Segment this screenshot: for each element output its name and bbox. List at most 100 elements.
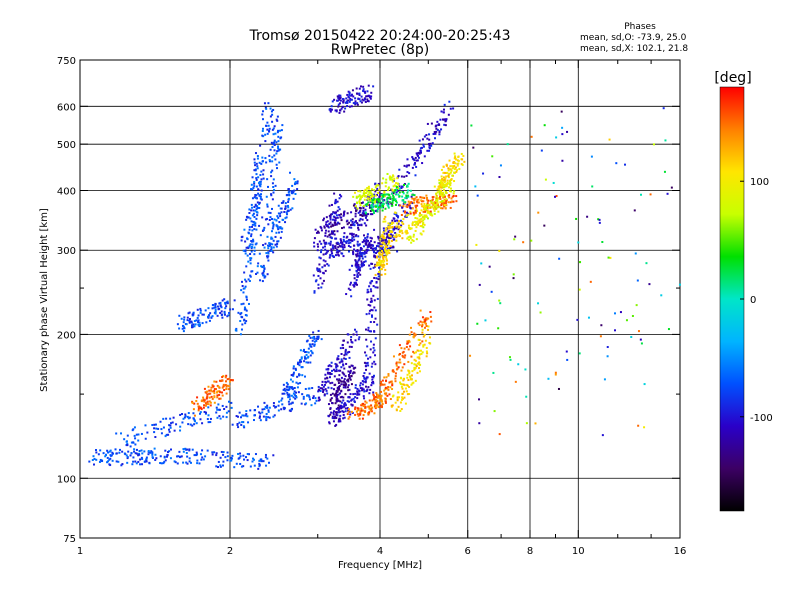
data-point xyxy=(423,343,426,346)
data-point xyxy=(236,424,239,427)
data-point xyxy=(186,462,189,465)
data-point xyxy=(463,160,466,163)
x-tick-label: 4 xyxy=(377,546,383,557)
data-point xyxy=(374,247,377,250)
data-point xyxy=(253,414,256,417)
stats-o-mode: mean, sd,O: -73.9, 25.0 xyxy=(580,33,687,43)
data-point xyxy=(290,394,293,397)
data-point xyxy=(254,453,257,456)
data-point xyxy=(384,239,387,242)
data-point xyxy=(259,279,262,282)
data-point xyxy=(379,380,382,383)
data-point xyxy=(381,256,384,259)
data-point xyxy=(357,338,360,341)
data-point xyxy=(392,221,395,224)
data-point xyxy=(252,240,255,243)
data-point xyxy=(264,140,267,143)
data-point xyxy=(343,210,346,213)
data-point xyxy=(374,354,377,357)
data-point xyxy=(294,367,297,370)
data-point xyxy=(387,249,390,252)
data-point xyxy=(262,266,265,269)
data-point xyxy=(372,351,375,354)
data-point xyxy=(246,237,249,240)
data-point xyxy=(137,433,140,436)
data-point xyxy=(248,212,251,215)
data-point xyxy=(334,221,337,224)
data-point xyxy=(380,260,383,263)
data-point xyxy=(370,91,373,94)
data-point xyxy=(335,370,338,373)
data-point xyxy=(329,242,332,245)
data-point xyxy=(350,211,353,214)
data-point xyxy=(201,313,204,316)
data-point xyxy=(402,202,405,205)
data-point xyxy=(375,184,378,187)
data-point xyxy=(367,405,370,408)
data-point xyxy=(324,248,327,251)
data-point xyxy=(351,220,354,223)
data-point xyxy=(377,235,380,238)
data-point xyxy=(336,230,339,233)
data-point xyxy=(404,354,407,357)
data-point xyxy=(377,250,380,253)
data-point xyxy=(391,382,394,385)
data-point xyxy=(246,415,249,418)
data-point xyxy=(355,249,358,252)
data-point xyxy=(319,277,322,280)
data-point xyxy=(268,406,271,409)
data-point xyxy=(198,323,201,326)
data-point xyxy=(368,330,371,333)
data-point xyxy=(407,236,410,239)
data-point xyxy=(243,287,246,290)
data-point xyxy=(350,295,353,298)
data-point xyxy=(440,189,443,192)
data-point xyxy=(423,333,426,336)
data-point xyxy=(374,204,377,207)
data-point xyxy=(353,281,356,284)
data-point xyxy=(359,100,362,103)
data-point xyxy=(370,365,373,368)
data-point xyxy=(317,336,320,339)
data-point xyxy=(414,223,417,226)
data-point xyxy=(251,457,254,460)
data-point xyxy=(394,380,397,383)
data-point xyxy=(634,252,637,255)
data-point xyxy=(388,237,391,240)
data-point xyxy=(395,236,398,239)
data-point xyxy=(91,459,94,462)
data-point xyxy=(256,167,259,170)
data-point xyxy=(347,333,350,336)
data-point xyxy=(406,342,409,345)
data-point xyxy=(332,255,335,258)
data-point xyxy=(227,388,230,391)
data-point xyxy=(167,451,170,454)
data-point xyxy=(446,179,449,182)
data-point xyxy=(382,249,385,252)
data-point xyxy=(205,397,208,400)
data-point xyxy=(275,163,278,166)
data-point xyxy=(364,400,367,403)
data-point xyxy=(370,308,373,311)
data-point xyxy=(274,235,277,238)
data-point xyxy=(411,193,414,196)
data-point xyxy=(218,393,221,396)
data-point xyxy=(256,157,259,160)
data-point xyxy=(364,188,367,191)
data-point xyxy=(242,249,245,252)
data-point xyxy=(428,138,431,141)
data-point xyxy=(428,149,431,152)
data-point xyxy=(132,456,135,459)
data-point xyxy=(514,380,517,383)
data-point xyxy=(451,167,454,170)
data-point xyxy=(360,202,363,205)
data-point xyxy=(347,396,350,399)
data-point xyxy=(157,427,160,430)
data-point xyxy=(258,465,261,468)
data-point xyxy=(330,203,333,206)
data-point xyxy=(420,209,423,212)
data-point xyxy=(408,235,411,238)
data-point xyxy=(377,206,380,209)
data-point xyxy=(125,454,128,457)
